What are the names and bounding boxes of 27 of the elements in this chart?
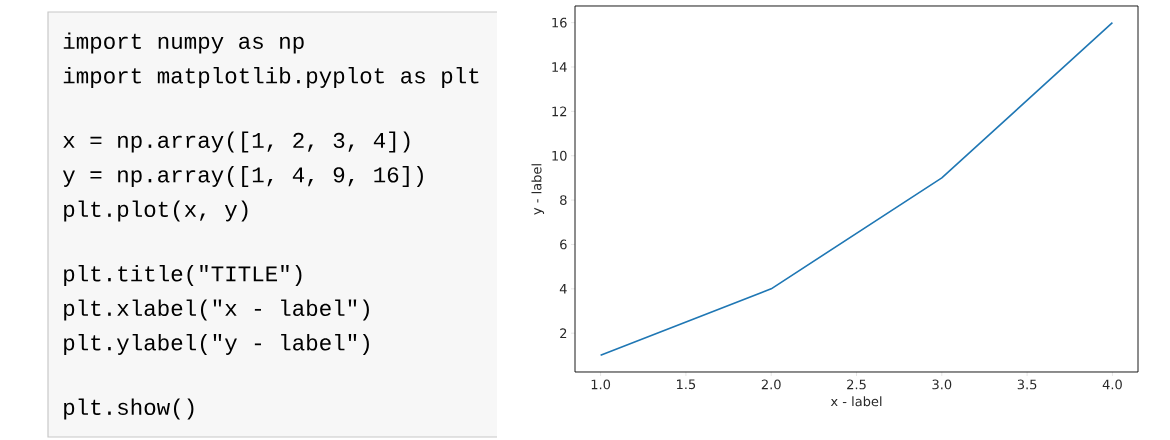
y-tick-label: 4 [559,284,567,294]
y-tick-label: 8 [560,195,567,206]
text: plt.xlabel("x - label") [64,299,369,321]
x-tick-label: 1.5 [676,379,696,390]
x-tick-label: 3.0 [932,379,952,390]
text: x = np.array([1, 2, 3, 4]) [63,131,410,153]
y-tick-label: 2 [560,328,567,339]
x-tick-label: 2.0 [761,379,781,390]
text: plt.title("TITLE") [64,265,302,286]
y-axis-title: y - label [531,164,545,215]
line-series [599,21,1114,357]
y-tick-label: 10 [552,150,567,161]
text: y = np.array([1, 4, 9, 16]) [62,166,423,187]
y-tick-label: 16 [552,17,567,28]
text: plt.ylabel("y - label") [64,334,369,355]
y-tick-label: 6 [560,239,567,250]
text: import numpy as np [63,32,304,54]
text: plt.show() [64,398,194,420]
y-tick-label: 14 [552,62,567,72]
x-axis-title: x - label [830,396,882,407]
x-tick-label: 1.0 [591,379,611,390]
x-tick-label: 3.5 [1017,379,1037,390]
text: plt.plot(x, y) [64,200,248,222]
y-tick-label: 12 [552,106,567,117]
x-tick-label: 4.0 [1102,379,1122,390]
x-tick-label: 2.5 [847,379,866,390]
text: import matplotlib.pyplot as plt [63,67,479,88]
